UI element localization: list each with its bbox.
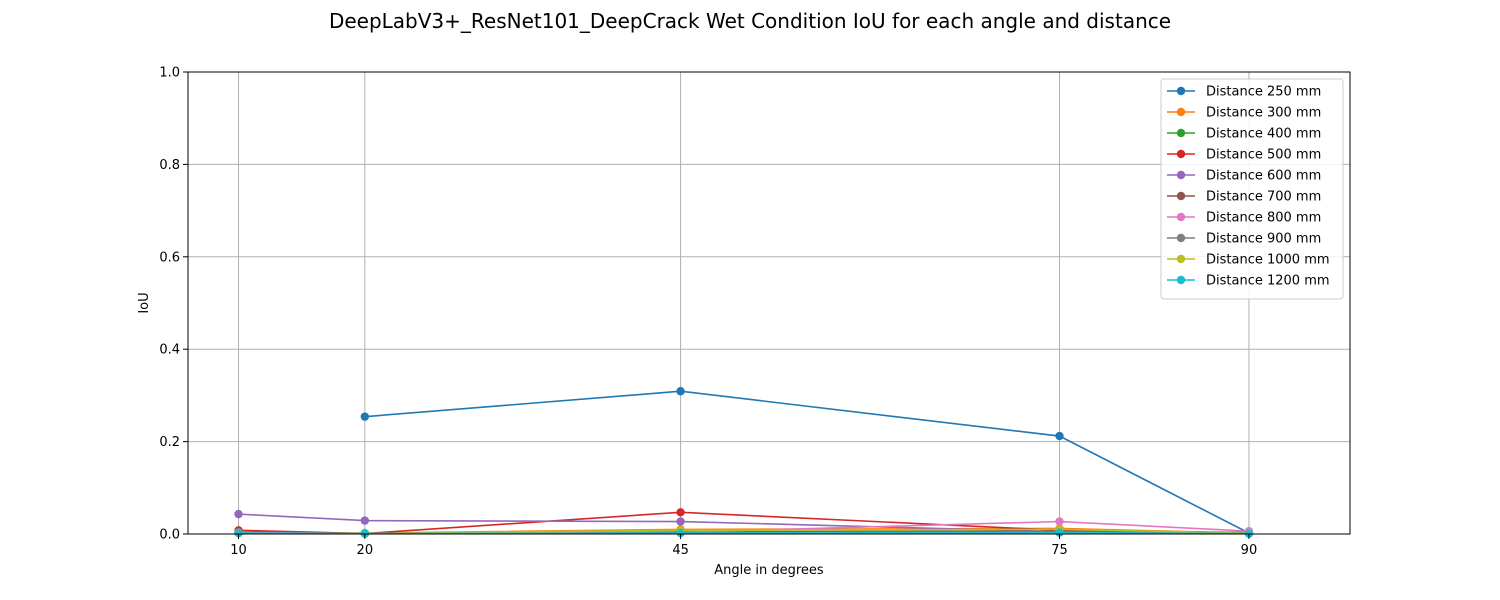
legend-item: Distance 700 mm [1167,190,1321,205]
data-point [1055,517,1064,526]
x-tick-label: 20 [357,543,374,558]
x-axis-label: Angle in degrees [714,563,824,578]
legend-item: Distance 400 mm [1167,127,1321,142]
legend-label: Distance 900 mm [1206,232,1321,247]
legend-marker [1176,86,1186,96]
data-point [234,528,243,538]
legend-marker [1176,170,1186,180]
data-point [1055,528,1064,537]
series-line [364,390,1250,534]
y-tick-label: 0.0 [159,528,180,543]
series-9 [234,528,1254,538]
legend-item: Distance 900 mm [1167,232,1321,247]
legend-marker [1176,233,1186,243]
legend: Distance 250 mm Distance 300 mm Distance 4… [1160,78,1344,300]
series-0 [360,387,1254,538]
legend-label: Distance 600 mm [1206,169,1321,184]
data-point [360,412,370,421]
data-point [1055,431,1064,441]
legend-item: Distance 500 mm [1167,148,1321,163]
data-point [676,528,685,538]
legend-item: Distance 300 mm [1167,106,1321,121]
legend-label: Distance 1200 mm [1206,274,1330,289]
legend-label: Distance 1000 mm [1206,253,1330,268]
y-tick-label: 0.6 [159,250,180,265]
legend-marker [1176,107,1186,117]
legend-item: Distance 600 mm [1167,169,1321,184]
x-tick-label: 75 [1051,543,1068,558]
legend-label: Distance 250 mm [1206,85,1321,100]
legend-item: Distance 800 mm [1167,211,1321,226]
data-point [234,509,243,519]
legend-item: Distance 1000 mm [1167,253,1330,268]
x-tick-label: 45 [672,543,689,558]
legend-label: Distance 400 mm [1206,127,1321,142]
legend-item: Distance 250 mm [1167,85,1321,100]
legend-marker [1176,128,1186,138]
series-line [238,531,1249,535]
y-axis-label: IoU [137,292,152,313]
plot-frame [187,71,1351,535]
y-tick-label: 0.2 [159,435,180,450]
plot-series [234,387,1254,538]
data-point [676,517,685,526]
y-tick-label: 0.4 [159,343,180,358]
data-point [676,387,685,396]
legend-marker [1176,191,1186,201]
legend-label: Distance 800 mm [1206,211,1321,226]
chart-title: DeepLabV3+_ResNet101_DeepCrack Wet Condi… [329,9,1171,33]
legend-marker [1176,212,1186,222]
x-tick-label: 10 [230,543,247,558]
legend-label: Distance 300 mm [1206,106,1321,121]
y-tick-label: 0.8 [159,158,180,173]
legend-label: Distance 700 mm [1206,190,1321,205]
data-point [676,508,685,517]
legend-item: Distance 1200 mm [1167,274,1330,289]
x-tick-label: 90 [1241,543,1258,558]
y-tick-label: 1.0 [159,66,180,81]
legend-marker [1176,149,1186,159]
legend-marker [1176,275,1186,285]
legend-marker [1176,254,1186,264]
axis-ticks: 10 20 45 75 90 0.0 0.2 0.4 0.6 0.8 1.0 [159,66,1257,559]
legend-label: Distance 500 mm [1206,148,1321,163]
legend-box [1160,78,1344,300]
data-point [360,516,370,525]
